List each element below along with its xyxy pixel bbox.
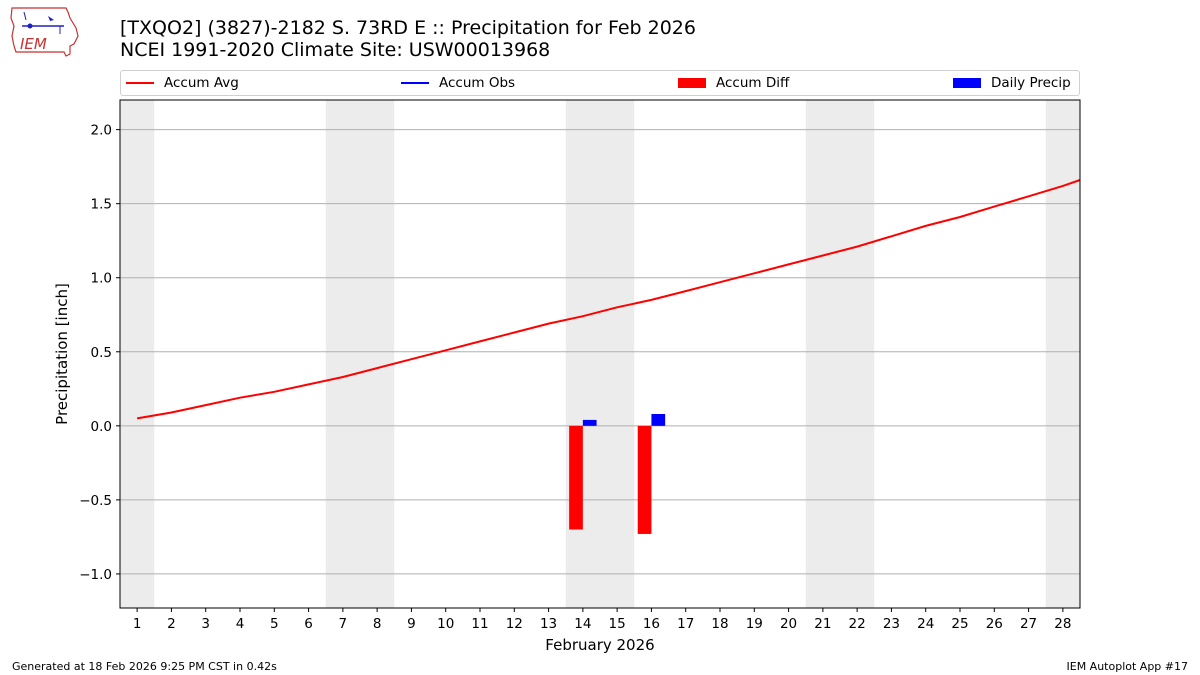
legend-item-accum-diff: Accum Diff	[678, 71, 789, 95]
y-tick-label: 2.0	[91, 123, 112, 139]
x-tick-label: 20	[780, 616, 797, 632]
x-tick-label: 9	[407, 616, 416, 632]
x-tick-label: 11	[471, 616, 488, 632]
legend-label: Daily Precip	[991, 75, 1071, 91]
x-tick-label: 24	[917, 616, 934, 632]
x-tick-label: 22	[849, 616, 866, 632]
weekend-band	[325, 100, 395, 608]
daily-precip-bar	[651, 413, 666, 426]
daily-precip-swatch	[953, 78, 981, 88]
y-tick-label: 0.0	[91, 419, 112, 435]
x-tick-label: 8	[373, 616, 382, 632]
daily-precip-bar	[582, 419, 597, 426]
x-tick-label: 10	[437, 616, 454, 632]
accum-avg-swatch	[126, 82, 154, 84]
x-tick-label: 17	[677, 616, 694, 632]
y-tick-label: 1.0	[91, 271, 112, 287]
legend-label: Accum Avg	[164, 75, 239, 91]
accum-obs-swatch	[401, 82, 429, 84]
chart-title: [TXQO2] (3827)-2182 S. 73RD E :: Precipi…	[120, 17, 696, 39]
legend-label: Accum Diff	[716, 75, 790, 91]
x-tick-label: 27	[1020, 616, 1037, 632]
y-tick-label: −1.0	[79, 567, 112, 583]
accum-diff-swatch	[678, 78, 706, 88]
legend-item-accum-avg: Accum Avg	[126, 71, 239, 95]
accum-avg-line	[136, 179, 1081, 420]
weekend-band	[565, 100, 635, 608]
x-tick-label: 23	[883, 616, 900, 632]
x-tick-label: 16	[643, 616, 660, 632]
svg-text:IEM: IEM	[20, 35, 47, 53]
x-tick-label: 12	[506, 616, 523, 632]
x-tick-label: 7	[339, 616, 348, 632]
x-tick-label: 6	[304, 616, 313, 632]
x-tick-label: 13	[540, 616, 557, 632]
weekend-band	[805, 100, 875, 608]
x-tick-label: 14	[574, 616, 591, 632]
x-tick-label: 2	[167, 616, 176, 632]
weekend-band	[1045, 100, 1080, 608]
x-tick-label: 1	[133, 616, 142, 632]
legend-label: Accum Obs	[439, 75, 516, 91]
accum-diff-bar	[569, 425, 583, 530]
footer-app: IEM Autoplot App #17	[1066, 660, 1189, 673]
weekend-band	[120, 100, 155, 608]
x-tick-label: 28	[1054, 616, 1071, 632]
plot-frame	[119, 99, 1081, 609]
legend-item-accum-obs: Accum Obs	[401, 71, 515, 95]
y-tick-label: 0.5	[91, 345, 112, 361]
x-tick-label: 19	[746, 616, 763, 632]
x-axis-label: February 2026	[545, 636, 654, 654]
y-axis-label: Precipitation [inch]	[53, 283, 71, 425]
accum-diff-bar	[637, 425, 652, 534]
x-tick-label: 25	[951, 616, 968, 632]
x-tick-label: 5	[270, 616, 279, 632]
y-tick-label: 1.5	[91, 197, 112, 213]
x-tick-label: 26	[986, 616, 1003, 632]
y-tick-label: −0.5	[79, 493, 112, 509]
chart-subtitle: NCEI 1991-2020 Climate Site: USW00013968	[120, 39, 551, 61]
iem-logo: IEM	[10, 7, 79, 57]
x-tick-label: 4	[236, 616, 245, 632]
x-tick-label: 3	[201, 616, 210, 632]
x-tick-label: 15	[609, 616, 626, 632]
x-tick-label: 21	[814, 616, 831, 632]
legend: Accum Avg Accum Obs Accum Diff Daily Pre…	[120, 70, 1080, 96]
legend-item-daily-precip: Daily Precip	[953, 71, 1071, 95]
footer-generated: Generated at 18 Feb 2026 9:25 PM CST in …	[12, 660, 277, 673]
x-tick-label: 18	[711, 616, 728, 632]
